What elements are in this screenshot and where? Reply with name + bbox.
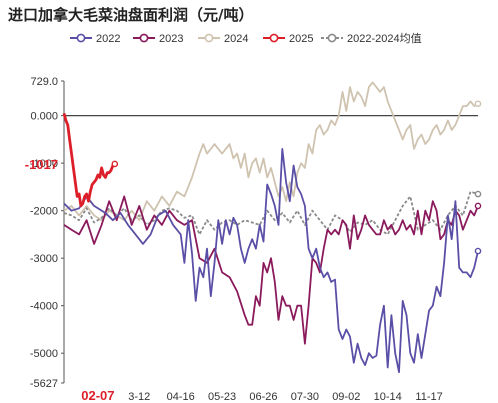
series-end-marker-4 [474, 190, 482, 198]
legend-label-0: 2022 [96, 33, 120, 45]
x-tick-label: 3-12 [128, 391, 150, 403]
series-end-marker-1 [474, 202, 482, 210]
legend: 2022 2023 2024 2025 2022-2024均值 [70, 32, 422, 45]
y-tick-label: -2000 [30, 206, 58, 218]
x-tick-label: 10-14 [374, 391, 402, 403]
y-tick-label: 0.000 [30, 111, 58, 123]
legend-marker-1 [139, 33, 149, 43]
chart-title: 进口加拿大毛菜油盘面利润（元/吨） [8, 6, 254, 24]
legend-label-2: 2024 [224, 33, 248, 45]
series-0 [63, 147, 482, 374]
legend-label-3: 2025 [289, 33, 313, 45]
series-line-2 [63, 81, 479, 222]
legend-marker-2 [204, 33, 214, 43]
series-1 [63, 195, 482, 345]
series-3 [62, 112, 119, 208]
series-line-1 [63, 195, 479, 345]
legend-marker-0 [76, 33, 86, 43]
y-tick-label: -3000 [30, 253, 58, 265]
x-tick-label: 06-26 [249, 391, 277, 403]
series-line-0 [63, 147, 479, 374]
series-2 [63, 81, 482, 222]
legend-marker-3 [269, 33, 279, 43]
series-line-4 [63, 190, 479, 236]
y-tick-label: -5000 [30, 348, 58, 360]
legend-label-1: 2023 [159, 33, 183, 45]
legend-label-4: 2022-2024均值 [347, 32, 422, 45]
x-tick-label: 04-16 [167, 391, 195, 403]
x-tick-label: 09-02 [332, 391, 360, 403]
series-end-marker-0 [474, 247, 482, 255]
series-end-marker-3 [111, 160, 119, 168]
series-line-3 [62, 112, 116, 208]
current-value-label: -1017 [25, 157, 58, 172]
x-tick-label: 11-17 [415, 391, 442, 403]
series-4 [63, 190, 482, 236]
x-tick-label: 07-30 [291, 391, 319, 403]
y-tick-label: -4000 [30, 301, 58, 313]
x-tick-label: 02-07 [81, 388, 114, 403]
y-tick-label: -5627 [30, 378, 58, 390]
legend-marker-4 [327, 33, 337, 43]
y-tick-label: -1000 [30, 158, 58, 170]
x-tick-label: 05-23 [208, 391, 236, 403]
series-end-marker-2 [474, 100, 482, 108]
y-tick-label: 729.0 [30, 76, 58, 88]
